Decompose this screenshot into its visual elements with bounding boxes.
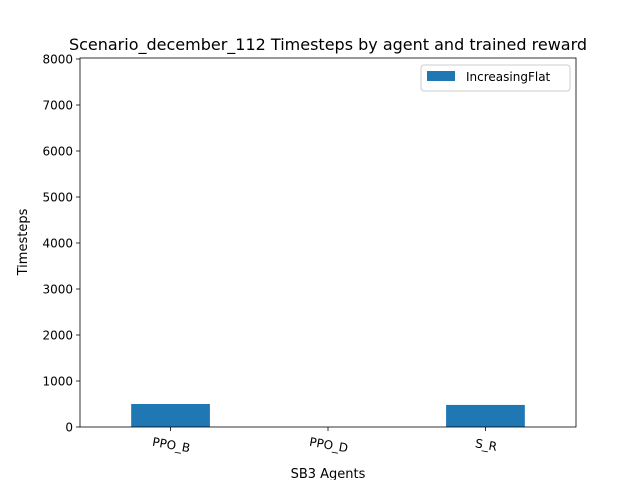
plot-frame xyxy=(79,57,577,428)
bar xyxy=(131,404,210,427)
legend-swatch xyxy=(427,71,455,81)
x-tick-label: S_R xyxy=(474,436,498,454)
y-axis-ticks: 0 1000 2000 3000 4000 5000 6000 7000 8000 xyxy=(42,53,80,435)
y-tick-label: 7000 xyxy=(42,99,73,113)
y-tick-label: 0 xyxy=(65,421,73,435)
x-tick-label: PPO_D xyxy=(308,435,349,456)
x-tick-label: PPO_B xyxy=(151,435,191,455)
x-axis-ticks: PPO_B PPO_D S_R xyxy=(151,427,498,455)
y-axis-label: Timesteps xyxy=(16,208,31,276)
bar xyxy=(446,404,525,427)
y-tick-label: 5000 xyxy=(42,191,73,205)
y-tick-label: 6000 xyxy=(42,145,73,159)
plot-background xyxy=(80,58,576,427)
y-tick-label: 2000 xyxy=(42,329,73,343)
chart-title: Scenario_december_112 Timesteps by agent… xyxy=(69,35,587,55)
legend: IncreasingFlat xyxy=(420,64,571,92)
legend-frame xyxy=(420,64,571,92)
y-tick-label: 8000 xyxy=(42,53,73,67)
legend-label: IncreasingFlat xyxy=(466,70,551,84)
x-axis-label: SB3 Agents xyxy=(291,467,366,480)
bars-group xyxy=(131,404,525,427)
y-tick-label: 3000 xyxy=(42,283,73,297)
y-tick-label: 4000 xyxy=(42,237,73,251)
y-tick-label: 1000 xyxy=(42,375,73,389)
